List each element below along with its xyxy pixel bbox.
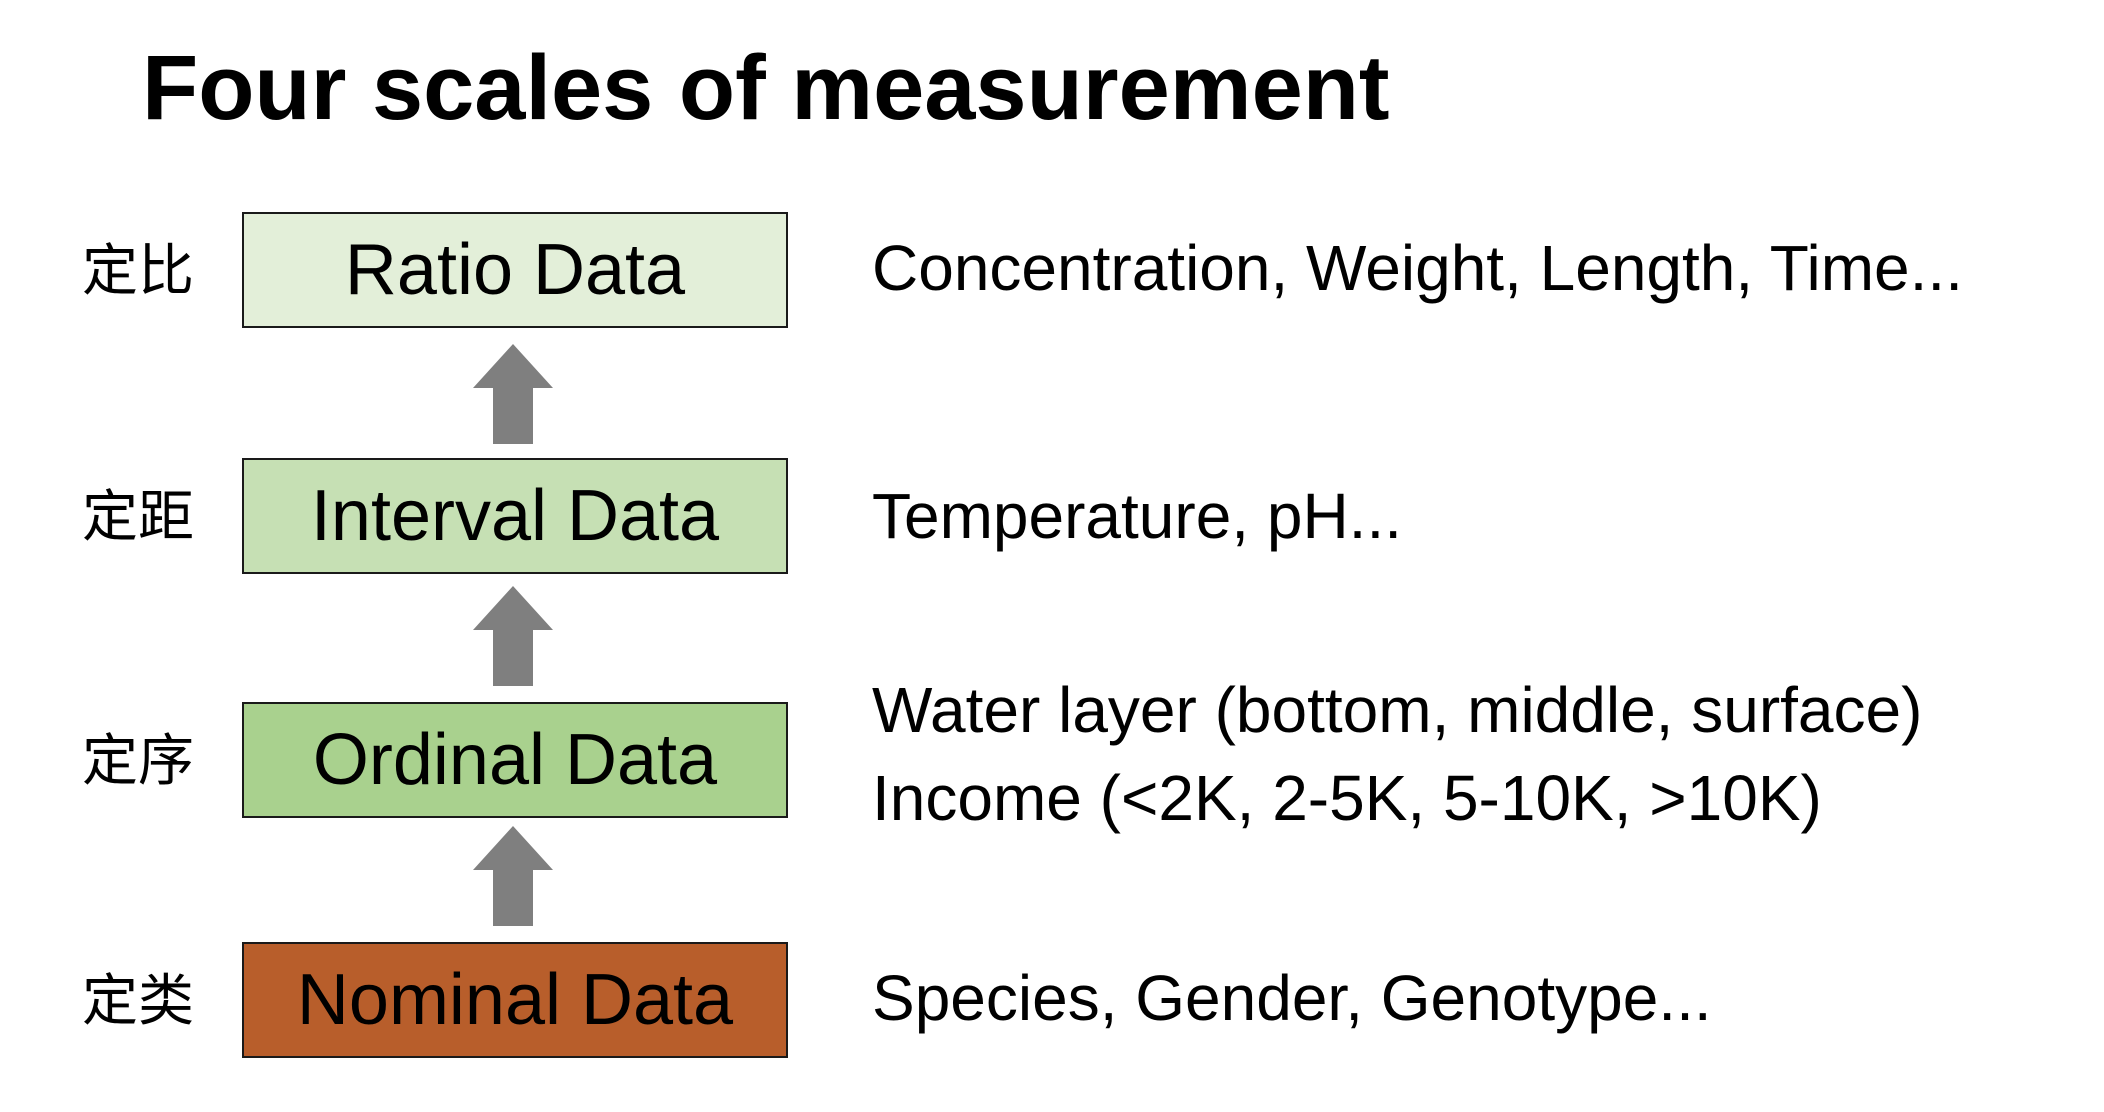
slide-title: Four scales of measurement xyxy=(142,37,1390,139)
cn-label-nominal: 定类 xyxy=(82,969,194,1034)
ordinal-data-description-line-1: Water layer (bottom, middle, surface) xyxy=(872,674,1923,746)
nominal-data-box: Nominal Data xyxy=(242,942,788,1058)
arrow-up-icon xyxy=(473,826,553,926)
interval-data-box: Interval Data xyxy=(242,458,788,574)
cn-label-ratio: 定比 xyxy=(82,239,194,304)
nominal-data-description: Species, Gender, Genotype... xyxy=(872,962,1712,1034)
arrow-up-icon xyxy=(473,344,553,444)
ratio-data-description: Concentration, Weight, Length, Time... xyxy=(872,232,1963,304)
interval-data-description: Temperature, pH... xyxy=(872,480,1402,552)
ordinal-data-box: Ordinal Data xyxy=(242,702,788,818)
cn-label-interval: 定距 xyxy=(82,485,194,550)
ratio-data-box: Ratio Data xyxy=(242,212,788,328)
arrow-up-icon xyxy=(473,586,553,686)
cn-label-ordinal: 定序 xyxy=(82,729,194,794)
ordinal-data-description-line-2: Income (<2K, 2-5K, 5-10K, >10K) xyxy=(872,762,1822,834)
